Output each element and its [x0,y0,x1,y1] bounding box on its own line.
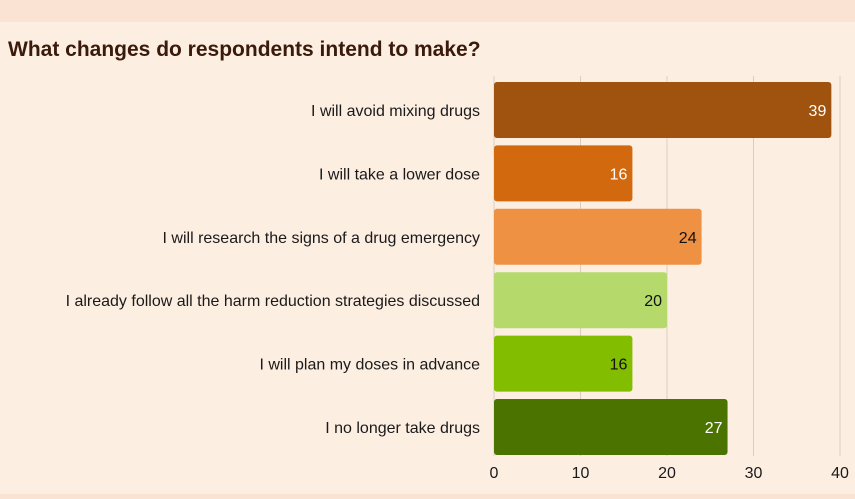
category-label-3: I will research the signs of a drug emer… [163,230,480,247]
value-label-5: 16 [610,357,628,374]
bar-4 [494,272,667,329]
x-tick-label-20: 20 [658,465,676,482]
bar-6 [494,399,728,455]
x-axis-ticks: 0 10 20 30 40 [490,465,849,482]
category-label-4: I already follow all the harm reduction … [66,293,480,310]
bar-2 [494,145,633,202]
x-tick-label-10: 10 [572,465,590,482]
category-label-1: I will avoid mixing drugs [311,103,480,120]
bar-5 [494,335,633,392]
bar-1 [494,82,832,138]
bars: 39 16 24 20 16 27 [494,82,832,455]
x-tick-label-30: 30 [745,465,763,482]
x-tick-label-40: 40 [831,465,849,482]
grid-lines [493,76,841,456]
chart-title: What changes do respondents intend to ma… [8,38,481,61]
category-label-5: I will plan my doses in advance [259,357,480,374]
value-label-2: 16 [610,166,628,183]
category-label-6: I no longer take drugs [325,420,480,437]
value-label-3: 24 [679,230,697,247]
category-label-2: I will take a lower dose [319,166,480,183]
value-label-1: 39 [809,103,827,120]
bar-3 [494,208,702,265]
category-labels: I will avoid mixing drugs I will take a l… [66,103,481,437]
value-label-6: 27 [705,420,723,437]
x-tick-label-0: 0 [490,465,499,482]
value-label-4: 20 [644,293,662,310]
bottom-strip [0,494,855,499]
top-strip [0,0,855,22]
